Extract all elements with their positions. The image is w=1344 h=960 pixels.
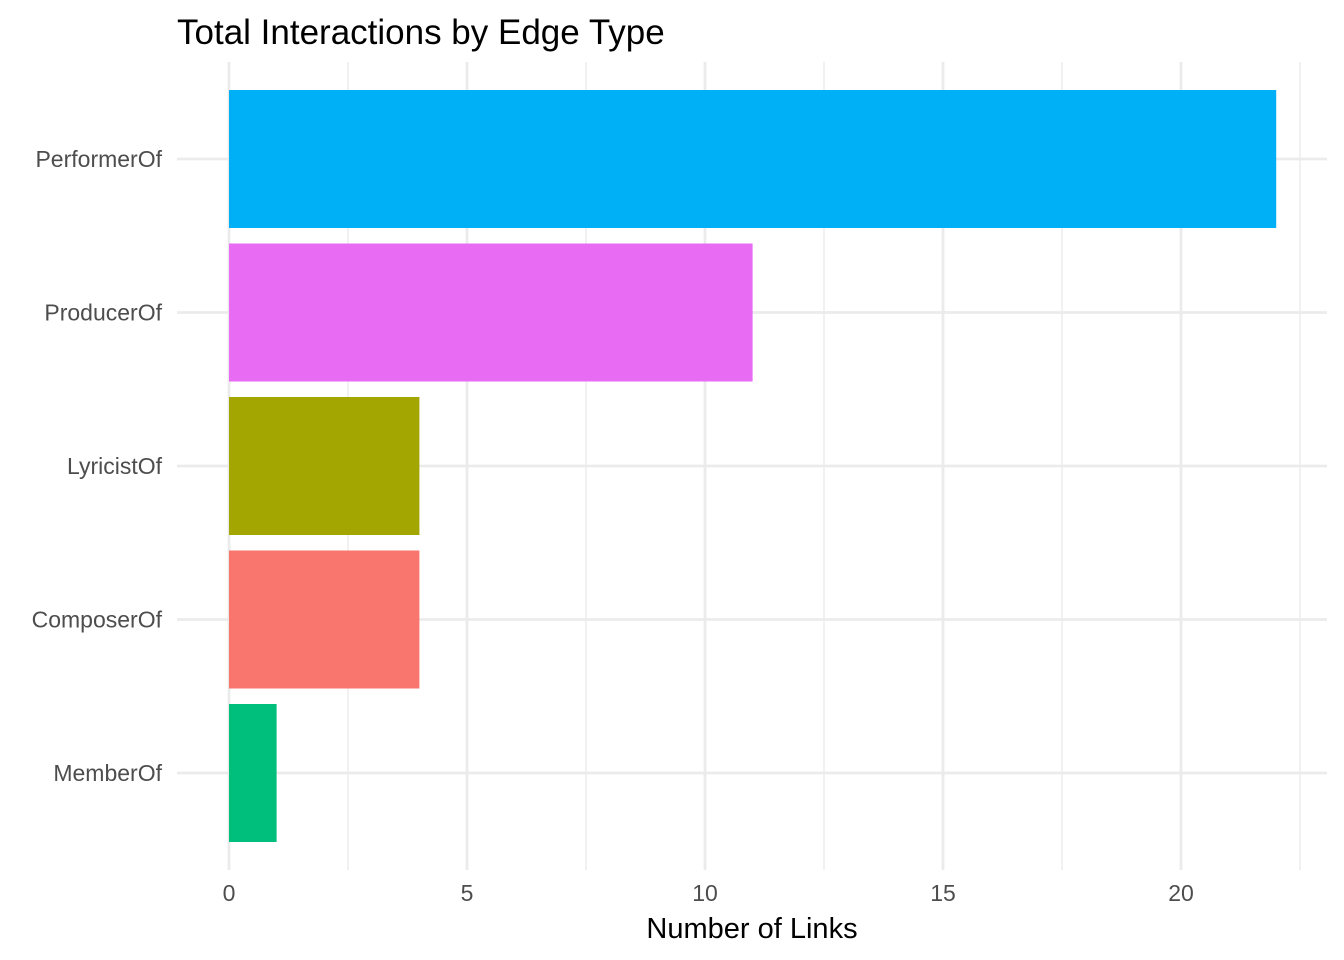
bar-composerof xyxy=(229,550,420,689)
bar-lyricistof xyxy=(229,397,420,535)
x-tick-label: 20 xyxy=(1168,880,1194,906)
bar-producerof xyxy=(229,243,753,382)
y-tick-label: PerformerOf xyxy=(35,146,162,172)
x-tick-label: 5 xyxy=(461,880,474,906)
x-tick-labels: 0 5 10 15 20 xyxy=(223,880,1194,906)
x-axis-label: Number of Links xyxy=(646,913,857,945)
y-tick-label: LyricistOf xyxy=(67,453,163,479)
y-tick-label: ComposerOf xyxy=(32,607,163,633)
chart-title: Total Interactions by Edge Type xyxy=(177,13,665,52)
y-tick-label: MemberOf xyxy=(53,760,162,786)
y-tick-labels: PerformerOf ProducerOf LyricistOf ComposerO… xyxy=(32,146,163,786)
bars xyxy=(229,90,1277,842)
bar-memberof xyxy=(229,704,277,842)
x-tick-label: 10 xyxy=(692,880,718,906)
x-tick-label: 0 xyxy=(223,880,236,906)
y-tick-label: ProducerOf xyxy=(44,300,162,326)
bar-performerof xyxy=(229,90,1277,228)
x-tick-label: 15 xyxy=(930,880,956,906)
